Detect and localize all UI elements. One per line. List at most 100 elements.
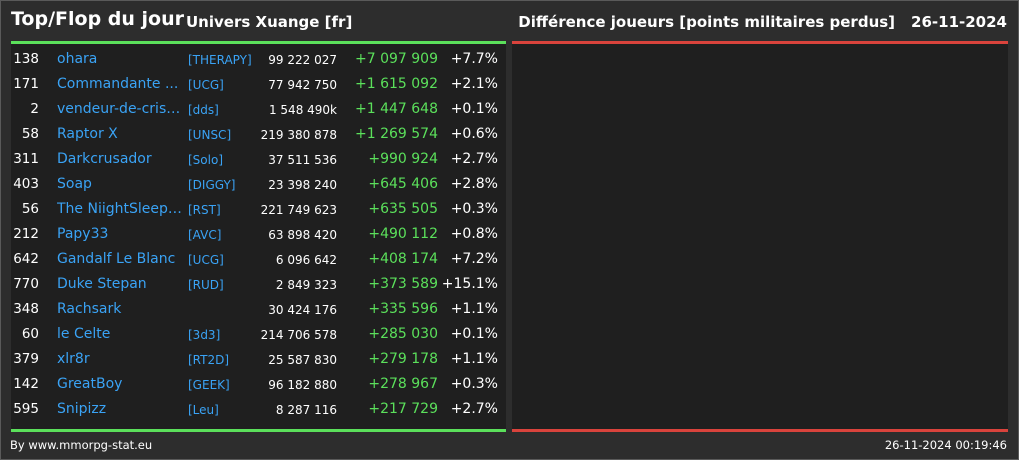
- player-name-link[interactable]: Rachsark: [57, 301, 122, 317]
- difference-cell: +217 729: [368, 401, 438, 417]
- difference-cell: +408 174: [368, 251, 438, 267]
- player-name-link[interactable]: Gandalf Le Blanc: [57, 251, 176, 267]
- table-row: 56 The NiightSleepe... [RST] 221 749 623 +63…: [11, 198, 506, 223]
- alliance-tag-link[interactable]: [Leu]: [188, 403, 219, 417]
- player-name-link[interactable]: Darkcrusador: [57, 151, 152, 167]
- player-name-link[interactable]: Duke Stepan: [57, 276, 147, 292]
- rank-cell: 311: [13, 151, 39, 167]
- player-name-link[interactable]: vendeur-de-crista...: [57, 101, 185, 117]
- alliance-tag-link[interactable]: [Solo]: [188, 153, 223, 167]
- rank-cell: 142: [13, 376, 39, 392]
- alliance-tag-link[interactable]: [3d3]: [188, 328, 221, 342]
- percent-cell: +7.2%: [450, 251, 498, 267]
- player-name-link[interactable]: xlr8r: [57, 351, 90, 367]
- flop-panel-accent-bar: [512, 41, 1008, 44]
- table-row: 212 Papy33 [AVC] 63 898 420 +490 112 +0.8%: [11, 223, 506, 248]
- table-row: 2 vendeur-de-crista... [dds] 1 548 490k +1 4…: [11, 98, 506, 123]
- table-row: 642 Gandalf Le Blanc [UCG] 6 096 642 +408 17…: [11, 248, 506, 273]
- difference-cell: +635 505: [368, 201, 438, 217]
- player-name-link[interactable]: le Celte: [57, 326, 111, 342]
- alliance-tag-link[interactable]: [GEEK]: [188, 378, 230, 392]
- points-cell: 6 096 642: [275, 253, 337, 267]
- percent-cell: +0.3%: [450, 376, 498, 392]
- table-row: 138 ohara [THERAPY] 99 222 027 +7 097 909 +7.…: [11, 48, 506, 73]
- points-cell: 214 706 578: [260, 328, 337, 342]
- percent-cell: +1.1%: [450, 301, 498, 317]
- difference-cell: +279 178: [368, 351, 438, 367]
- percent-cell: +2.1%: [450, 76, 498, 92]
- footer-timestamp: 26-11-2024 00:19:46: [884, 438, 1007, 452]
- alliance-tag-link[interactable]: [THERAPY]: [188, 53, 252, 67]
- points-cell: 77 942 750: [268, 78, 337, 92]
- player-name-link[interactable]: GreatBoy: [57, 376, 123, 392]
- page-title: Top/Flop du jour: [11, 8, 184, 30]
- alliance-tag-link[interactable]: [AVC]: [188, 228, 222, 242]
- table-row: 348 Rachsark 30 424 176 +335 596 +1.1%: [11, 298, 506, 323]
- difference-cell: +285 030: [368, 326, 438, 342]
- player-name-link[interactable]: Soap: [57, 176, 92, 192]
- points-cell: 23 398 240: [268, 178, 337, 192]
- alliance-tag-link[interactable]: [dds]: [188, 103, 219, 117]
- percent-cell: +0.1%: [450, 326, 498, 342]
- percent-cell: +7.7%: [450, 51, 498, 67]
- difference-cell: +335 596: [368, 301, 438, 317]
- alliance-tag-link[interactable]: [RST]: [188, 203, 221, 217]
- points-cell: 8 287 116: [275, 403, 337, 417]
- percent-cell: +0.3%: [450, 201, 498, 217]
- table-row: 403 Soap [DIGGY] 23 398 240 +645 406 +2.8%: [11, 173, 506, 198]
- player-name-link[interactable]: Commandante ...: [57, 76, 179, 92]
- table-row: 171 Commandante ... [UCG] 77 942 750 +1 615 …: [11, 73, 506, 98]
- player-name-link[interactable]: The NiightSleepe...: [57, 201, 185, 217]
- points-cell: 2 849 323: [275, 278, 337, 292]
- top-panel-accent-bar: [11, 41, 506, 44]
- difference-cell: +278 967: [368, 376, 438, 392]
- player-name-link[interactable]: Raptor X: [57, 126, 118, 142]
- alliance-tag-link[interactable]: [UNSC]: [188, 128, 232, 142]
- alliance-tag-link[interactable]: [RUD]: [188, 278, 224, 292]
- top-panel-bottom-bar: [11, 429, 506, 432]
- alliance-tag-link[interactable]: [DIGGY]: [188, 178, 236, 192]
- universe-label: Univers Xuange [fr]: [186, 13, 353, 31]
- flop-panel: [512, 41, 1008, 432]
- points-cell: 219 380 878: [260, 128, 337, 142]
- table-row: 311 Darkcrusador [Solo] 37 511 536 +990 924 +…: [11, 148, 506, 173]
- percent-cell: +0.6%: [450, 126, 498, 142]
- percent-cell: +2.7%: [450, 151, 498, 167]
- alliance-tag-link[interactable]: [UCG]: [188, 78, 224, 92]
- points-cell: 96 182 880: [268, 378, 337, 392]
- difference-cell: +645 406: [368, 176, 438, 192]
- percent-cell: +1.1%: [450, 351, 498, 367]
- points-cell: 30 424 176: [268, 303, 337, 317]
- table-row: 60 le Celte [3d3] 214 706 578 +285 030 +0.1%: [11, 323, 506, 348]
- points-cell: 221 749 623: [260, 203, 337, 217]
- rank-cell: 58: [21, 126, 39, 142]
- percent-cell: +0.1%: [450, 101, 498, 117]
- percent-cell: +2.7%: [450, 401, 498, 417]
- player-name-link[interactable]: Snipizz: [57, 401, 107, 417]
- footer-credit[interactable]: By www.mmorpg-stat.eu: [10, 438, 153, 452]
- rank-cell: 348: [13, 301, 39, 317]
- header-date: 26-11-2024: [911, 13, 1007, 31]
- player-name-link[interactable]: Papy33: [57, 226, 109, 242]
- rank-cell: 60: [21, 326, 39, 342]
- alliance-tag-link[interactable]: [UCG]: [188, 253, 224, 267]
- difference-cell: +1 447 648: [355, 101, 438, 117]
- rank-cell: 171: [13, 76, 39, 92]
- rank-cell: 770: [13, 276, 39, 292]
- player-name-link[interactable]: ohara: [57, 51, 98, 67]
- points-cell: 37 511 536: [268, 153, 337, 167]
- points-cell: 63 898 420: [268, 228, 337, 242]
- rank-cell: 595: [13, 401, 39, 417]
- difference-cell: +373 589: [368, 276, 438, 292]
- percent-cell: +0.8%: [450, 226, 498, 242]
- rank-cell: 2: [30, 101, 39, 117]
- table-row: 770 Duke Stepan [RUD] 2 849 323 +373 589 +15.…: [11, 273, 506, 298]
- table-row: 595 Snipizz [Leu] 8 287 116 +217 729 +2.7%: [11, 398, 506, 423]
- rank-cell: 212: [13, 226, 39, 242]
- alliance-tag-link[interactable]: [RT2D]: [188, 353, 230, 367]
- rank-cell: 138: [13, 51, 39, 67]
- flop-panel-bottom-bar: [512, 429, 1008, 432]
- table-row: 379 xlr8r [RT2D] 25 587 830 +279 178 +1.1%: [11, 348, 506, 373]
- table-row: 142 GreatBoy [GEEK] 96 182 880 +278 967 +0.3%: [11, 373, 506, 398]
- ranking-subtitle: Différence joueurs [points militaires pe…: [518, 13, 896, 31]
